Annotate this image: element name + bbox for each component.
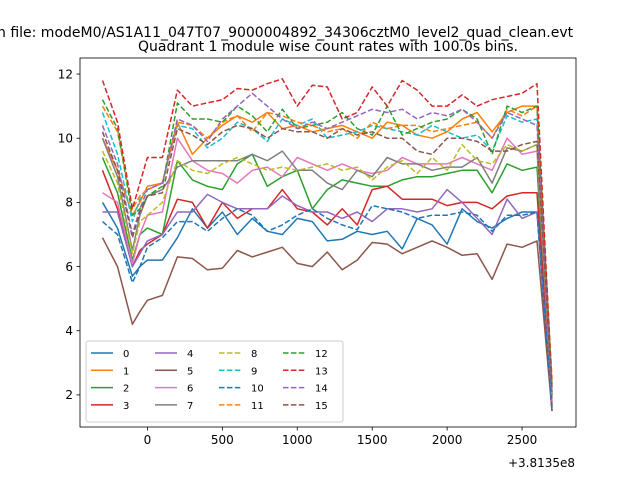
y-tick-label: 6 <box>65 260 73 274</box>
x-tick-label: 0 <box>144 433 152 447</box>
series-line-12 <box>101 99 553 386</box>
legend-box <box>85 340 344 423</box>
series-line-0 <box>101 202 553 412</box>
x-tick-label: 2000 <box>432 433 463 447</box>
legend-label-2: 2 <box>123 384 129 395</box>
series-layer <box>101 78 553 412</box>
x-tick-label: 500 <box>211 433 234 447</box>
legend-label-11: 11 <box>251 401 264 412</box>
plot-area <box>79 57 577 428</box>
series-line-2 <box>101 153 553 408</box>
x-tick-label: 2500 <box>507 433 538 447</box>
y-tick-label: 12 <box>58 67 73 81</box>
legend-label-8: 8 <box>251 349 257 360</box>
series-line-3 <box>101 170 553 405</box>
series-line-15 <box>101 124 553 392</box>
y-tick-label: 10 <box>58 132 73 146</box>
series-line-8 <box>101 143 553 395</box>
legend-label-5: 5 <box>187 366 193 377</box>
legend-label-12: 12 <box>315 349 328 360</box>
legend-label-13: 13 <box>315 366 328 377</box>
y-tick-label: 4 <box>65 324 73 338</box>
x-axis: 0 500 1000 1500 2000 2500 <box>144 427 538 447</box>
legend-label-10: 10 <box>251 384 264 395</box>
legend-label-0: 0 <box>123 349 129 360</box>
series-line-4 <box>102 188 553 412</box>
legend-label-7: 7 <box>187 401 193 412</box>
series-line-14 <box>101 92 553 395</box>
legend-label-6: 6 <box>187 384 193 395</box>
series-line-10 <box>102 204 553 408</box>
figure-suptitle: n file: modeM0/AS1A11_047T07_9000004892_… <box>0 25 574 41</box>
y-tick-label: 2 <box>65 388 73 402</box>
y-tick-label: 8 <box>65 196 73 210</box>
legend-label-14: 14 <box>315 384 328 395</box>
legend-label-1: 1 <box>123 366 129 377</box>
axes-frame <box>79 57 577 428</box>
legend-label-4: 4 <box>187 349 193 360</box>
chart-title: Quadrant 1 module wise count rates with … <box>138 39 518 55</box>
y-axis: 2 4 6 8 10 12 <box>58 67 80 402</box>
x-tick-label: 1000 <box>282 433 313 447</box>
x-axis-offset-label: +3.8135e8 <box>508 456 575 470</box>
series-line-6 <box>102 137 553 402</box>
legend-label-9: 9 <box>251 366 257 377</box>
legend-label-15: 15 <box>315 401 328 412</box>
series-line-5 <box>101 237 553 412</box>
series-line-13 <box>101 78 553 389</box>
legend-label-3: 3 <box>123 401 129 412</box>
x-tick-label: 1500 <box>357 433 388 447</box>
